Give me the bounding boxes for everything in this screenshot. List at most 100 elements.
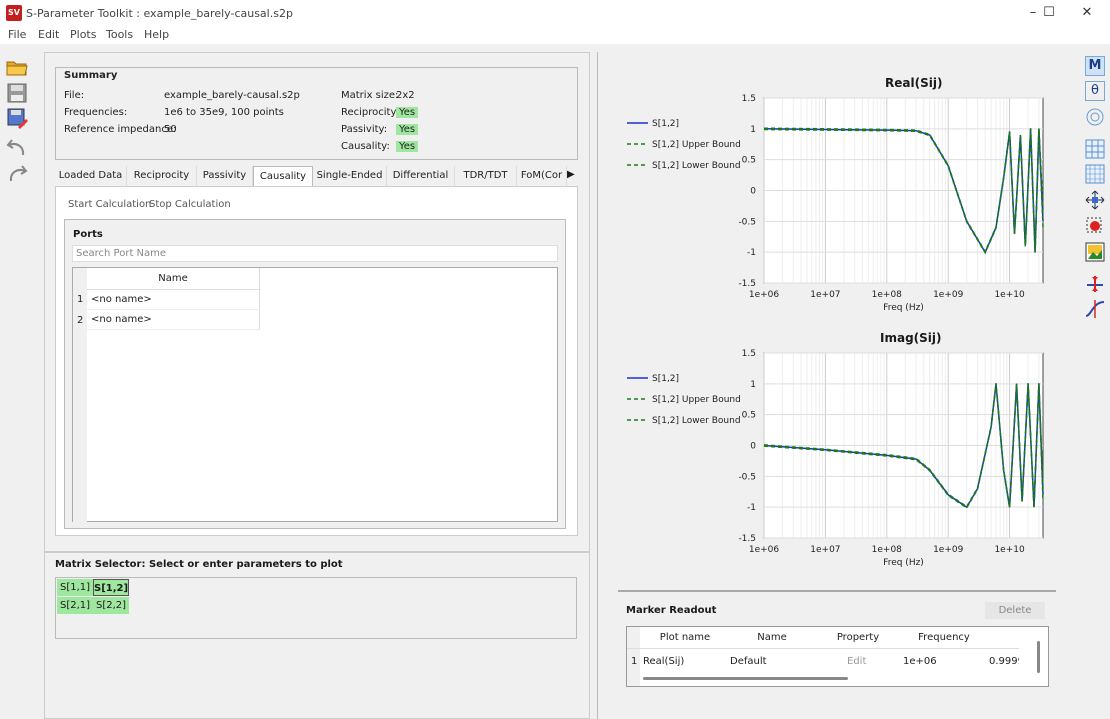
save-as-icon[interactable]: [6, 107, 28, 129]
row-index: 1: [631, 656, 638, 667]
column-header-plot-name[interactable]: Plot name: [659, 632, 711, 643]
real-plot[interactable]: 1.5 1 0.5 0 -0.5 -1 -1.51e+06 1e+07 1e+08 1e+09 1e…: [600, 90, 1060, 330]
causality-status-badge: Yes: [396, 141, 419, 152]
maximize-icon[interactable]: ☐: [1043, 5, 1055, 20]
grid-minor-icon[interactable]: [1085, 164, 1105, 184]
horizontal-scrollbar[interactable]: [643, 677, 848, 680]
undo-icon[interactable]: [6, 136, 28, 158]
file-label: File:: [64, 90, 85, 101]
vertical-scrollbar[interactable]: [1037, 641, 1040, 673]
matrix-cell-s21[interactable]: S[2,1]: [57, 597, 93, 614]
reference-impedance-label: Reference impedance:: [64, 124, 177, 135]
tab-fom[interactable]: FoM(Cor: [517, 166, 567, 186]
legend-item: S[1,2] Lower Bound: [652, 161, 741, 171]
curve-icon[interactable]: [1085, 299, 1105, 319]
y-tick-label: 1.5: [742, 349, 756, 359]
column-header-name[interactable]: Name: [757, 632, 787, 643]
x-tick-label: 1e+09: [933, 545, 964, 555]
marker-property-edit[interactable]: Edit: [847, 656, 867, 667]
x-tick-label: 1e+06: [749, 545, 780, 555]
tab-scroll-right-icon[interactable]: ▶: [567, 169, 575, 180]
open-folder-icon[interactable]: [6, 56, 28, 78]
app-logo-icon: SV: [6, 5, 22, 21]
tab-single-ended[interactable]: Single-Ended: [313, 166, 387, 186]
plot-title: Imag(Sij): [880, 331, 942, 345]
summary-group: Summary File: example_barely-causal.s2p …: [55, 67, 578, 160]
row-index: 1: [77, 294, 84, 305]
legend-item: S[1,2] Lower Bound: [652, 416, 741, 426]
marker-divider: [618, 590, 1056, 592]
x-tick-label: 1e+07: [810, 290, 840, 300]
tab-passivity[interactable]: Passivity: [197, 166, 253, 186]
x-axis-label: Freq (Hz): [883, 303, 924, 313]
port-table: Name 1 <no name> 2 <no name>: [72, 267, 558, 523]
series-line-2: [763, 384, 1044, 509]
port-name-column-header[interactable]: Name: [87, 268, 260, 290]
window-title: S-Parameter Toolkit : example_barely-cau…: [26, 7, 293, 20]
title-bar: SV S-Parameter Toolkit : example_barely-…: [0, 0, 1110, 26]
menu-bar: File Edit Plots Tools Help: [0, 26, 1110, 44]
y-tick-label: 1: [750, 380, 756, 390]
redo-icon[interactable]: [6, 162, 28, 184]
file-value: example_barely-causal.s2p: [164, 90, 300, 101]
export-image-icon[interactable]: [1085, 242, 1105, 262]
x-axis-label: Freq (Hz): [883, 558, 924, 568]
reference-impedance-value: 50: [164, 124, 177, 135]
matrix-cell-s11[interactable]: S[1,1]: [57, 579, 93, 596]
table-row[interactable]: <no name>: [87, 310, 260, 330]
y-tick-label: -1: [747, 503, 756, 513]
menu-tools[interactable]: Tools: [106, 28, 134, 41]
imag-plot[interactable]: 1.5 1 0.5 0 -0.5 -1 -1.51e+06 1e+07 1e+08 1e+09 1e…: [600, 345, 1060, 585]
y-tick-label: 1: [750, 125, 756, 135]
menu-edit[interactable]: Edit: [38, 28, 60, 41]
stop-calculation-button[interactable]: Stop Calculation: [149, 199, 231, 210]
matrix-selector-heading: Matrix Selector: Select or enter paramet…: [55, 559, 343, 570]
tab-differential[interactable]: Differential: [387, 166, 455, 186]
matrix-cell-s12[interactable]: S[1,2]: [93, 579, 129, 596]
matrix-size-label: Matrix size:: [341, 90, 399, 101]
y-tick-label: 0.5: [742, 156, 756, 166]
marker-name[interactable]: Default: [730, 656, 767, 667]
delete-button[interactable]: Delete: [985, 602, 1045, 619]
marker-readout-heading: Marker Readout: [626, 605, 717, 616]
passivity-status-badge: Yes: [396, 124, 419, 135]
marker-value: 0.9999: [989, 656, 1019, 667]
port-search-input[interactable]: Search Port Name: [72, 245, 558, 262]
marker-plot-name: Real(Sij): [643, 656, 685, 667]
smith-chart-icon[interactable]: [1085, 107, 1105, 127]
row-index: 2: [77, 315, 84, 326]
y-tick-label: -1: [747, 248, 756, 258]
matrix-cell-s22[interactable]: S[2,2]: [93, 597, 129, 614]
legend-item: S[1,2] Upper Bound: [652, 395, 741, 405]
menu-plots[interactable]: Plots: [70, 28, 97, 41]
left-toolbar: [0, 44, 32, 719]
menu-file[interactable]: File: [8, 28, 27, 41]
y-tick-label: 0: [750, 187, 756, 197]
table-row[interactable]: <no name>: [87, 290, 260, 310]
start-calculation-button[interactable]: Start Calculation: [68, 199, 152, 210]
phase-icon[interactable]: θ: [1085, 81, 1105, 101]
column-header-frequency[interactable]: Frequency: [918, 632, 970, 643]
x-tick-label: 1e+09: [933, 290, 964, 300]
save-icon[interactable]: [6, 82, 28, 104]
marker-icon[interactable]: [1085, 274, 1105, 294]
tab-causality[interactable]: Causality: [253, 166, 313, 186]
menu-help[interactable]: Help: [144, 28, 170, 41]
tab-reciprocity[interactable]: Reciprocity: [127, 166, 197, 186]
matrix-selector: S[1,1] S[1,2] S[2,1] S[2,2]: [55, 577, 577, 639]
frequencies-value: 1e6 to 35e9, 100 points: [164, 107, 284, 118]
zoom-icon[interactable]: [1085, 216, 1105, 236]
pan-icon[interactable]: [1085, 190, 1105, 210]
marker-table: Plot name Name Property Frequency 1 Real…: [626, 626, 1049, 687]
grid-major-icon[interactable]: [1085, 139, 1105, 159]
right-toolbar: M θ: [1080, 44, 1110, 719]
magnitude-icon[interactable]: M: [1085, 56, 1105, 76]
minimize-icon[interactable]: –: [1029, 5, 1037, 20]
plot-title: Real(Sij): [885, 76, 943, 90]
splitter[interactable]: [597, 52, 598, 719]
marker-frequency[interactable]: 1e+06: [903, 656, 937, 667]
column-header-property[interactable]: Property: [836, 632, 880, 643]
tab-loaded-data[interactable]: Loaded Data: [55, 166, 127, 186]
close-icon[interactable]: ✕: [1081, 5, 1093, 20]
tab-tdr-tdt[interactable]: TDR/TDT: [455, 166, 517, 186]
